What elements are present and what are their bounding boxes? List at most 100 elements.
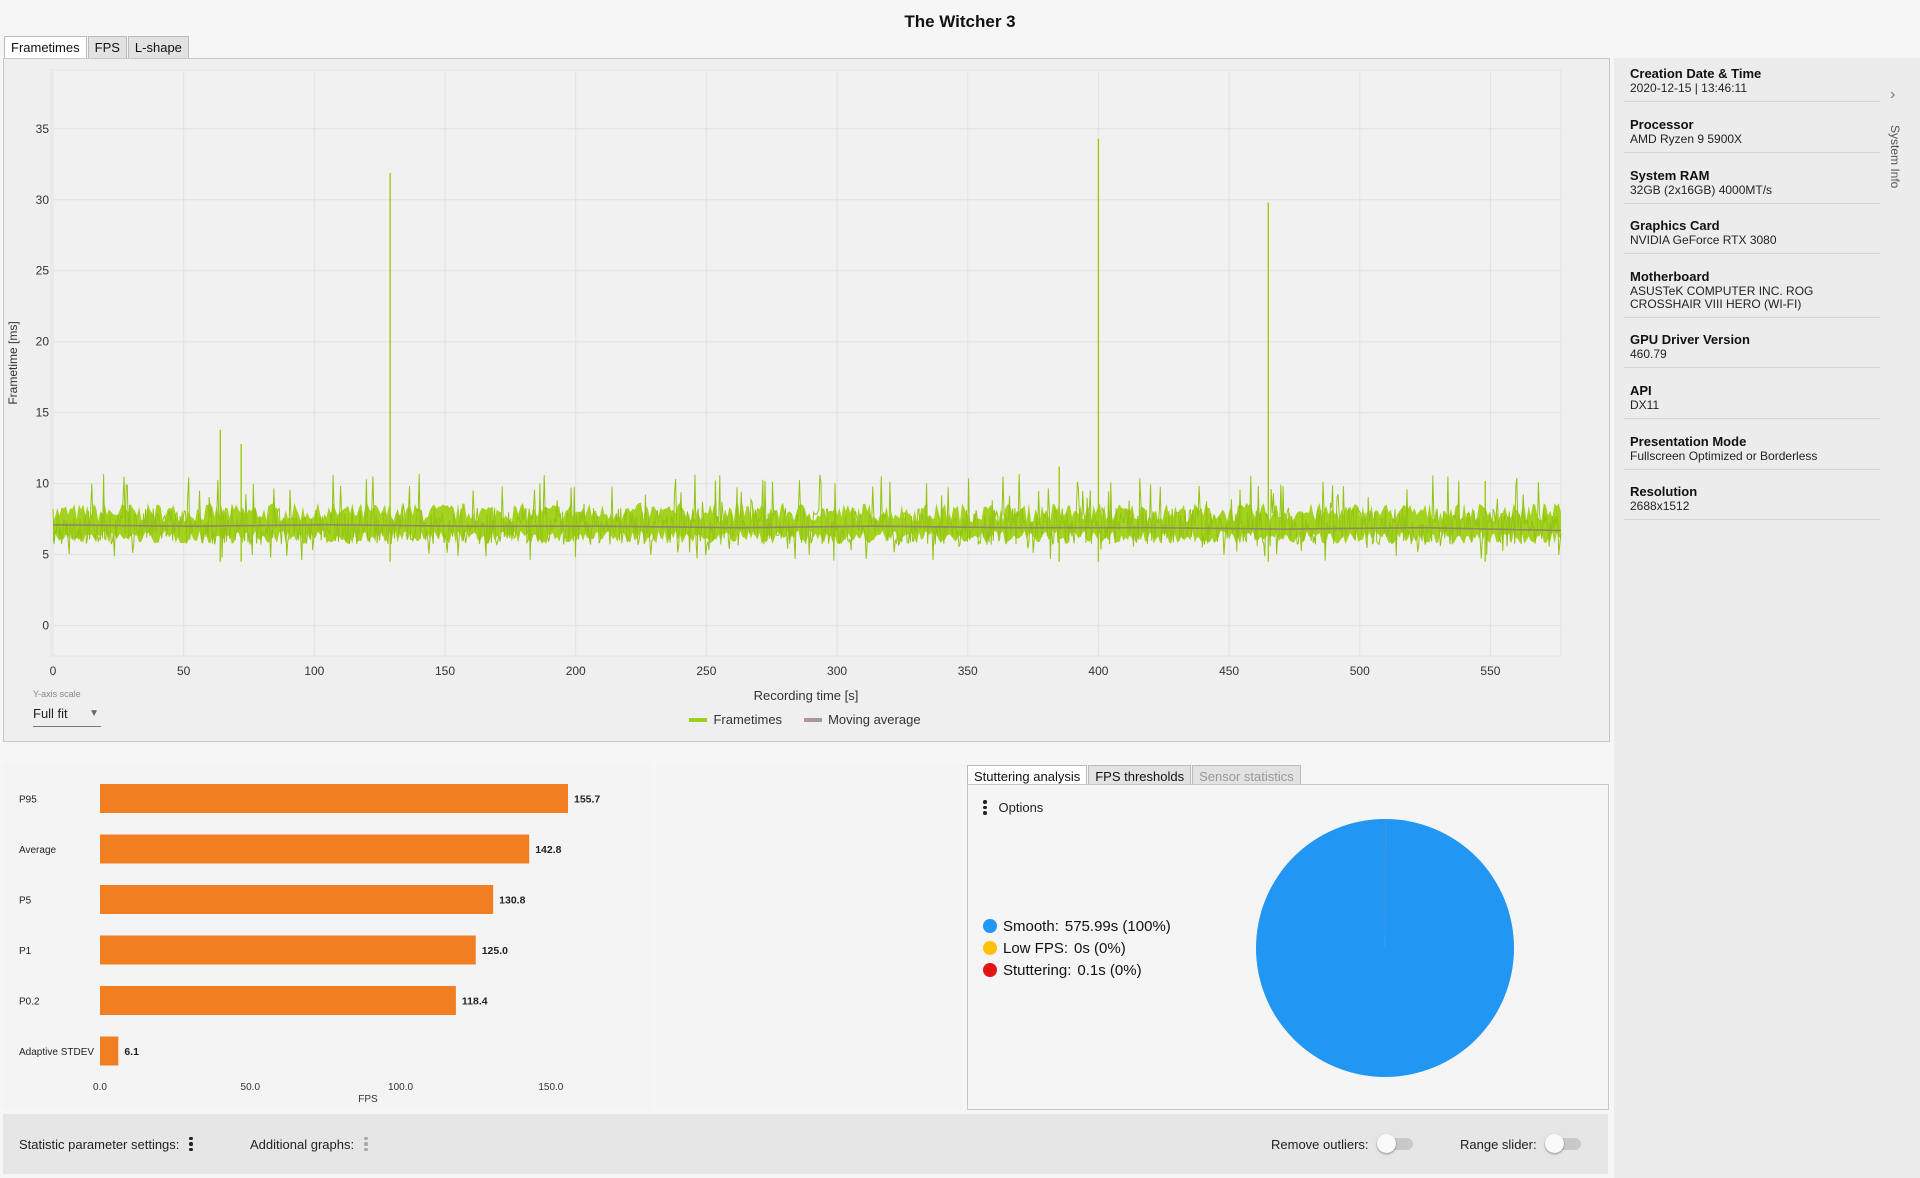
y-tick-label: 20 — [36, 335, 50, 349]
tab-l-shape[interactable]: L-shape — [127, 36, 189, 58]
more-vertical-icon[interactable] — [364, 1136, 368, 1152]
legend-label: Moving average — [828, 712, 921, 727]
bar-category-label: P95 — [19, 795, 37, 806]
chart-legend: Frametimes Moving average — [0, 712, 1610, 727]
sys-value: 2020-12-15 | 13:46:11 — [1630, 81, 1747, 95]
sys-item-graphics-card: Graphics Card NVIDIA GeForce RTX 3080 — [1624, 210, 1880, 254]
stuttering-dot-icon — [983, 963, 997, 977]
sys-item-processor: Processor AMD Ryzen 9 5900X — [1624, 109, 1880, 153]
legend-swatch — [689, 717, 708, 722]
sys-key: GPU Driver Version — [1630, 332, 1750, 347]
stutter-pie-chart — [1256, 819, 1514, 1077]
x-tick-label: 200 — [566, 664, 586, 678]
x-tick-label: 400 — [1088, 664, 1108, 678]
tab-fps[interactable]: FPS — [87, 36, 127, 58]
fps-bar — [100, 1036, 119, 1066]
bar-x-tick-label: 0.0 — [93, 1082, 107, 1093]
sys-item-creation-date: Creation Date & Time 2020-12-15 | 13:46:… — [1624, 58, 1880, 102]
bar-x-axis-label: FPS — [358, 1094, 378, 1105]
tab-sensor-statistics[interactable]: Sensor statistics — [1192, 765, 1301, 787]
y-tick-label: 25 — [36, 264, 50, 278]
legend-key: Smooth: — [1003, 917, 1059, 935]
toggle-knob — [1376, 1134, 1396, 1153]
legend-key: Low FPS: — [1003, 939, 1069, 957]
stutter-legend-smooth: Smooth: 575.99s (100%) — [983, 915, 1171, 937]
sys-key: Creation Date & Time — [1630, 66, 1762, 81]
yaxis-scale-value: Full fit — [33, 706, 68, 721]
remove-outliers: Remove outliers: — [1271, 1114, 1413, 1174]
sys-item-api: API DX11 — [1624, 375, 1880, 419]
legend-key: Stuttering: — [1003, 961, 1072, 979]
bar-value-label: 6.1 — [124, 1046, 139, 1058]
legend-swatch — [804, 717, 823, 722]
more-vertical-icon[interactable] — [189, 1136, 193, 1152]
bar-value-label: 125.0 — [482, 945, 508, 957]
footer-bar: Statistic parameter settings: Additional… — [3, 1114, 1608, 1174]
sys-key: Resolution — [1630, 484, 1698, 499]
fps-bar — [100, 885, 494, 914]
sys-value: 2688x1512 — [1630, 499, 1690, 513]
sys-value: ASUSTeK COMPUTER INC. ROG CROSSHAIR VIII… — [1630, 284, 1814, 311]
sys-value: AMD Ryzen 9 5900X — [1630, 132, 1743, 146]
fps-bar-chart: P95 155.7 Average 142.8 P5 130.8 P1 125.0 P0.2 11… — [19, 784, 600, 1105]
y-tick-label: 0 — [42, 619, 49, 633]
x-tick-label: 300 — [827, 664, 847, 678]
yaxis-scale-label: Y-axis scale — [33, 689, 81, 699]
tab-fps-thresholds[interactable]: FPS thresholds — [1088, 765, 1192, 787]
range-slider-toggle[interactable] — [1544, 1134, 1581, 1153]
sys-key: API — [1630, 383, 1652, 398]
sys-key: Graphics Card — [1630, 218, 1720, 233]
y-tick-label: 15 — [36, 406, 50, 420]
bar-value-label: 118.4 — [462, 996, 488, 1008]
options-button[interactable]: Options — [983, 800, 1043, 815]
chevron-right-icon[interactable]: › — [1890, 86, 1896, 103]
bar-value-label: 130.8 — [499, 895, 525, 907]
additional-graphs-label: Additional graphs: — [250, 1136, 355, 1152]
low-fps-dot-icon — [983, 941, 997, 955]
stutter-tabbar: Stuttering analysis FPS thresholds Senso… — [967, 765, 1302, 787]
options-label: Options — [998, 800, 1044, 815]
bar-category-label: Average — [19, 845, 57, 856]
tab-frametimes[interactable]: Frametimes — [4, 36, 87, 58]
sys-key: Presentation Mode — [1630, 434, 1747, 449]
bar-x-tick-label: 150.0 — [538, 1082, 563, 1093]
sys-value: 32GB (2x16GB) 4000MT/s — [1630, 183, 1773, 197]
page-title: The Witcher 3 — [904, 12, 1016, 31]
range-slider: Range slider: — [1460, 1114, 1581, 1174]
yaxis-scale-select[interactable]: Full fit ▼ — [33, 706, 101, 727]
caret-down-icon: ▼ — [89, 708, 99, 719]
legend-item-frametimes[interactable]: Frametimes — [689, 712, 782, 727]
x-tick-label: 150 — [435, 664, 455, 678]
y-tick-label: 5 — [42, 548, 49, 562]
y-tick-label: 10 — [36, 477, 50, 491]
x-tick-label: 450 — [1219, 664, 1239, 678]
sys-value: 460.79 — [1630, 347, 1667, 361]
frametime-chart: 0 5 10 15 20 25 30 35 0 50 100 150 200 250 300 350 400 4… — [6, 69, 1562, 703]
stutter-legend: Smooth: 575.99s (100%) Low FPS: 0s (0%) … — [983, 915, 1171, 981]
legend-item-moving-average[interactable]: Moving average — [804, 712, 921, 727]
frametimes-series — [52, 473, 1562, 561]
remove-outliers-toggle[interactable] — [1376, 1134, 1413, 1153]
x-tick-label: 250 — [696, 664, 716, 678]
bar-category-label: P1 — [19, 946, 32, 957]
bar-category-label: P5 — [19, 896, 32, 907]
more-vertical-icon — [983, 800, 987, 815]
y-tick-label: 30 — [36, 193, 50, 207]
moving-average-series — [52, 523, 1562, 532]
bar-category-label: Adaptive STDEV — [19, 1047, 94, 1058]
tab-stuttering-analysis[interactable]: Stuttering analysis — [967, 765, 1088, 787]
sys-item-presentation-mode: Presentation Mode Fullscreen Optimized o… — [1624, 426, 1880, 470]
x-tick-label: 350 — [958, 664, 978, 678]
statistic-settings[interactable]: Statistic parameter settings: — [19, 1114, 193, 1174]
additional-graphs[interactable]: Additional graphs: — [250, 1114, 368, 1174]
y-tick-label: 35 — [36, 122, 50, 136]
legend-value: 0s (0%) — [1074, 939, 1126, 957]
x-tick-label: 100 — [304, 664, 324, 678]
sys-key: Motherboard — [1630, 269, 1710, 284]
main-tabbar: Frametimes FPS L-shape — [4, 36, 190, 58]
fps-bar — [100, 986, 456, 1015]
y-axis-label: Frametime [ms] — [6, 321, 20, 404]
sys-value: NVIDIA GeForce RTX 3080 — [1630, 233, 1777, 247]
system-info-vertical-tab[interactable]: System Info — [1888, 125, 1902, 189]
system-info-sidebar: Creation Date & Time 2020-12-15 | 13:46:… — [1614, 58, 1920, 1178]
